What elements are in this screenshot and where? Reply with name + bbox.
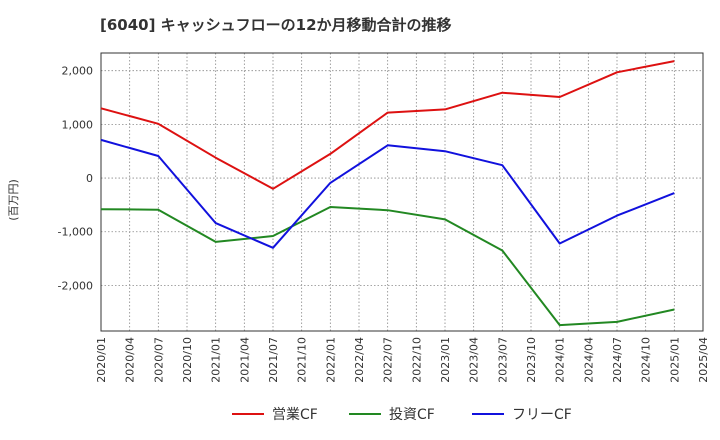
x-tick-label: 2021/10 <box>296 337 309 383</box>
x-tick-label: 2022/01 <box>324 337 337 383</box>
grid <box>101 53 703 331</box>
y-tick-label: 1,000 <box>62 118 94 131</box>
series-line-3 <box>100 138 675 249</box>
plot-area <box>100 52 704 332</box>
x-tick-label: 2020/04 <box>124 337 137 383</box>
x-tick-label: 2024/10 <box>640 337 653 383</box>
x-tick-label: 2022/04 <box>353 337 366 383</box>
y-tick-label: 0 <box>86 172 93 185</box>
series-line-1 <box>100 60 675 190</box>
x-tick-label: 2020/07 <box>152 337 165 383</box>
legend-label-2: 投資CF <box>389 407 435 423</box>
y-axis-label: (百万円) <box>7 179 20 221</box>
y-tick-label: -2,000 <box>58 279 93 292</box>
legend-label-1: 営業CF <box>272 407 318 423</box>
legend: 営業CF 投資CF フリーCF <box>232 407 572 423</box>
x-tick-label: 2021/07 <box>267 337 280 383</box>
y-tick-label: 2,000 <box>62 65 94 78</box>
x-tick-label: 2020/10 <box>181 337 194 383</box>
series-group <box>100 60 675 327</box>
x-tick-label: 2023/04 <box>468 337 481 383</box>
x-tick-label: 2023/10 <box>525 337 538 383</box>
x-tick-label: 2020/01 <box>95 337 108 383</box>
x-tick-label: 2024/01 <box>554 337 567 383</box>
x-tick-label: 2024/04 <box>582 337 595 383</box>
x-tick-label: 2024/07 <box>611 337 624 383</box>
x-tick-label: 2023/01 <box>439 337 452 383</box>
y-axis: 2,000 1,000 0 -1,000 -2,000 <box>58 65 93 293</box>
x-tick-label: 2025/01 <box>668 337 681 383</box>
chart-title: [6040] キャッシュフローの12か月移動合計の推移 <box>100 16 452 34</box>
x-tick-label: 2022/07 <box>382 337 395 383</box>
x-tick-label: 2021/01 <box>210 337 223 383</box>
x-tick-label: 2022/10 <box>410 337 423 383</box>
x-tick-label: 2023/07 <box>496 337 509 383</box>
legend-label-3: フリーCF <box>512 407 572 423</box>
y-tick-label: -1,000 <box>58 226 93 239</box>
x-tick-label: 2025/04 <box>697 337 710 383</box>
x-tick-label: 2021/04 <box>238 337 251 383</box>
x-axis: 2020/01 2020/04 2020/07 2020/10 2021/01 2021/… <box>95 337 710 383</box>
series-line-2 <box>100 206 675 327</box>
